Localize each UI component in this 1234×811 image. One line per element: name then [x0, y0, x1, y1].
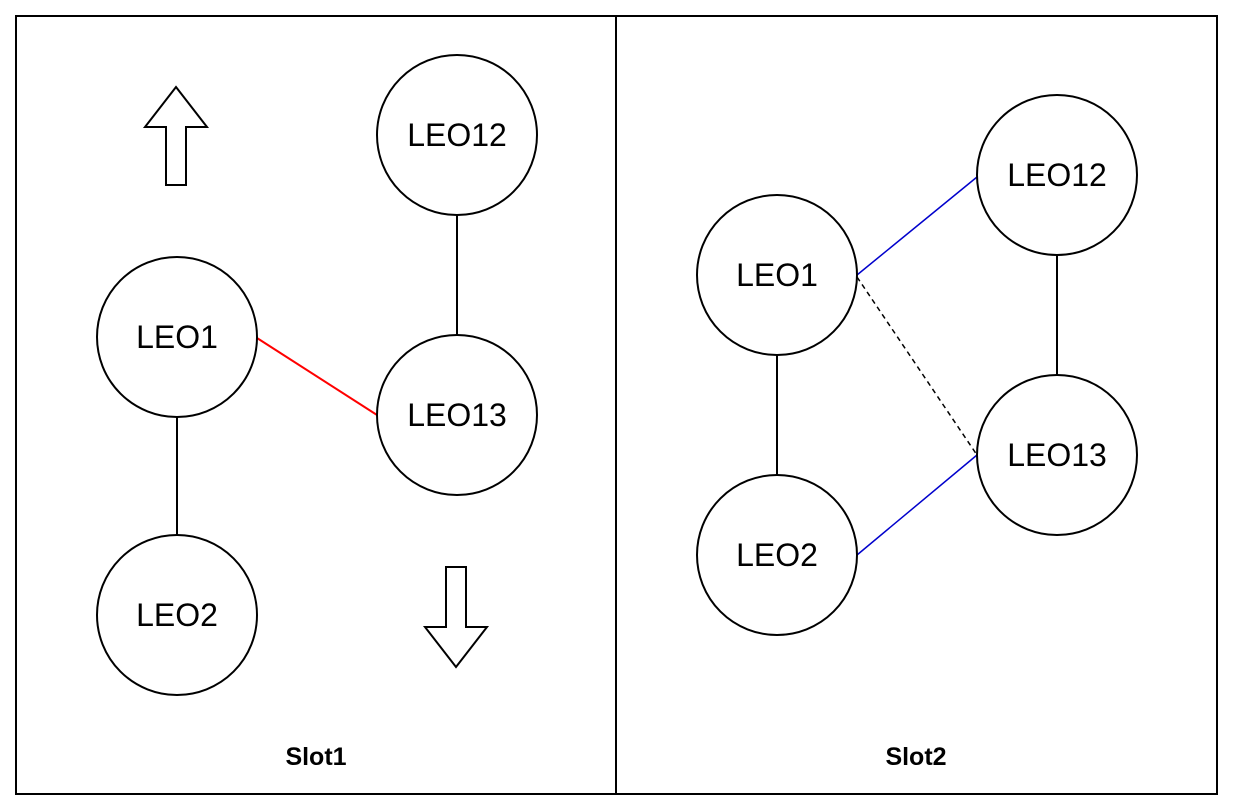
- slot1-node-leo13-label: LEO13: [407, 397, 507, 433]
- slot2-node-leo1: LEO1: [696, 194, 858, 356]
- slot1-node-leo1: LEO1: [96, 256, 258, 418]
- slot2-node-leo13-label: LEO13: [1007, 437, 1107, 473]
- slot2-node-leo12: LEO12: [976, 94, 1138, 256]
- arrow-down-icon: [422, 566, 490, 669]
- slot2-node-leo2-label: LEO2: [736, 537, 818, 573]
- slot2-node-leo13: LEO13: [976, 374, 1138, 536]
- slot2-link-leo2-leo13-blue: [856, 454, 978, 556]
- arrow-up-icon: [142, 85, 210, 186]
- slot1-node-leo1-label: LEO1: [136, 319, 218, 355]
- slot1-node-leo12-label: LEO12: [407, 117, 507, 153]
- slot1-link-leo1-leo13-red: [256, 337, 378, 416]
- slot2-link-leo1-leo12-blue: [856, 176, 978, 276]
- slot1-node-leo12: LEO12: [376, 54, 538, 216]
- slot2-panel: [615, 15, 1218, 795]
- slot2-node-leo2: LEO2: [696, 474, 858, 636]
- slot2-label: Slot2: [885, 743, 946, 771]
- slot1-node-leo13: LEO13: [376, 334, 538, 496]
- slot2-node-leo1-label: LEO1: [736, 257, 818, 293]
- slot1-node-leo2: LEO2: [96, 534, 258, 696]
- slot2-node-leo12-label: LEO12: [1007, 157, 1107, 193]
- slot1-label: Slot1: [285, 743, 346, 771]
- slot1-node-leo2-label: LEO2: [136, 597, 218, 633]
